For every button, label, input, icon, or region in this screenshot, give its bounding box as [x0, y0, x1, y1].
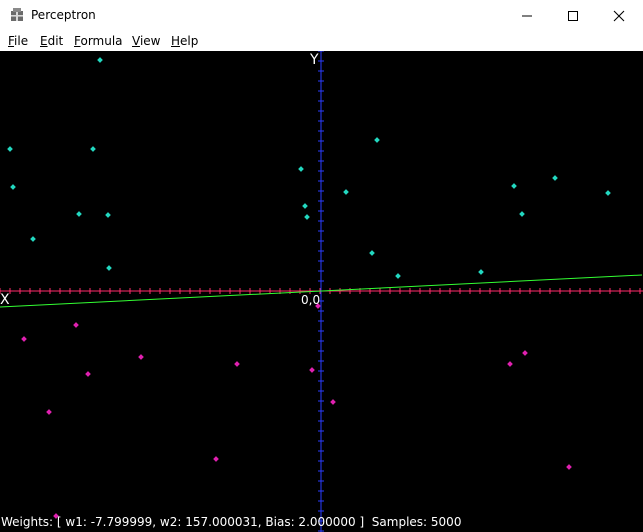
sample-point-above [302, 203, 308, 209]
sample-point-above [97, 57, 103, 63]
sample-point-below [234, 361, 240, 367]
y-axis-label: Y [309, 52, 319, 68]
sample-point-above [519, 211, 525, 217]
sample-point-below [566, 464, 572, 470]
sample-point-below [522, 350, 528, 356]
maximize-icon [568, 10, 578, 21]
sample-point-below [53, 513, 59, 519]
sample-point-below [507, 361, 513, 367]
menu-bar: File Edit Formula View Help [0, 31, 643, 51]
weights-status-text: Weights: [ w1: -7.799999, w2: 157.000031… [1, 515, 462, 529]
origin-label: 0,0 [301, 293, 320, 307]
menu-help[interactable]: Help [171, 34, 199, 48]
sample-point-above [511, 183, 517, 189]
minimize-button[interactable] [504, 0, 550, 31]
perceptron-plot: X Y 0,0 [0, 51, 643, 532]
sample-point-below [46, 409, 52, 415]
sample-point-above [478, 269, 484, 275]
sample-point-above [7, 146, 13, 152]
sample-point-above [374, 137, 380, 143]
sample-point-above [90, 146, 96, 152]
sample-point-below [315, 303, 321, 309]
sample-point-below [213, 456, 219, 462]
sample-point-above [106, 265, 112, 271]
sample-point-below [330, 399, 336, 405]
sample-point-below [21, 336, 27, 342]
sample-point-below [309, 367, 315, 373]
decision-boundary-line [0, 274, 643, 308]
sample-point-above [298, 166, 304, 172]
menu-formula[interactable]: Formula [74, 34, 123, 48]
sample-point-below [85, 371, 91, 377]
plot-canvas[interactable]: X Y 0,0 [0, 51, 643, 532]
perceptron-app-icon [11, 8, 23, 21]
close-button[interactable] [596, 0, 642, 31]
menu-file[interactable]: File [8, 34, 29, 48]
sample-point-above [30, 236, 36, 242]
title-bar[interactable]: Perceptron [0, 0, 643, 31]
sample-point-above [343, 189, 349, 195]
menu-view[interactable]: View [132, 34, 161, 48]
sample-point-above [10, 184, 16, 190]
minimize-icon [522, 15, 532, 16]
sample-point-above [395, 273, 401, 279]
sample-point-above [76, 211, 82, 217]
sample-point-above [552, 175, 558, 181]
sample-point-below [138, 354, 144, 360]
sample-point-above [369, 250, 375, 256]
sample-point-above [605, 190, 611, 196]
sample-point-above [304, 214, 310, 220]
window-title: Perceptron [31, 8, 96, 22]
menu-edit[interactable]: Edit [40, 34, 64, 48]
sample-point-above [105, 212, 111, 218]
sample-point-below [73, 322, 79, 328]
x-axis-label: X [0, 292, 10, 308]
close-icon [613, 10, 625, 21]
maximize-button[interactable] [550, 0, 596, 31]
